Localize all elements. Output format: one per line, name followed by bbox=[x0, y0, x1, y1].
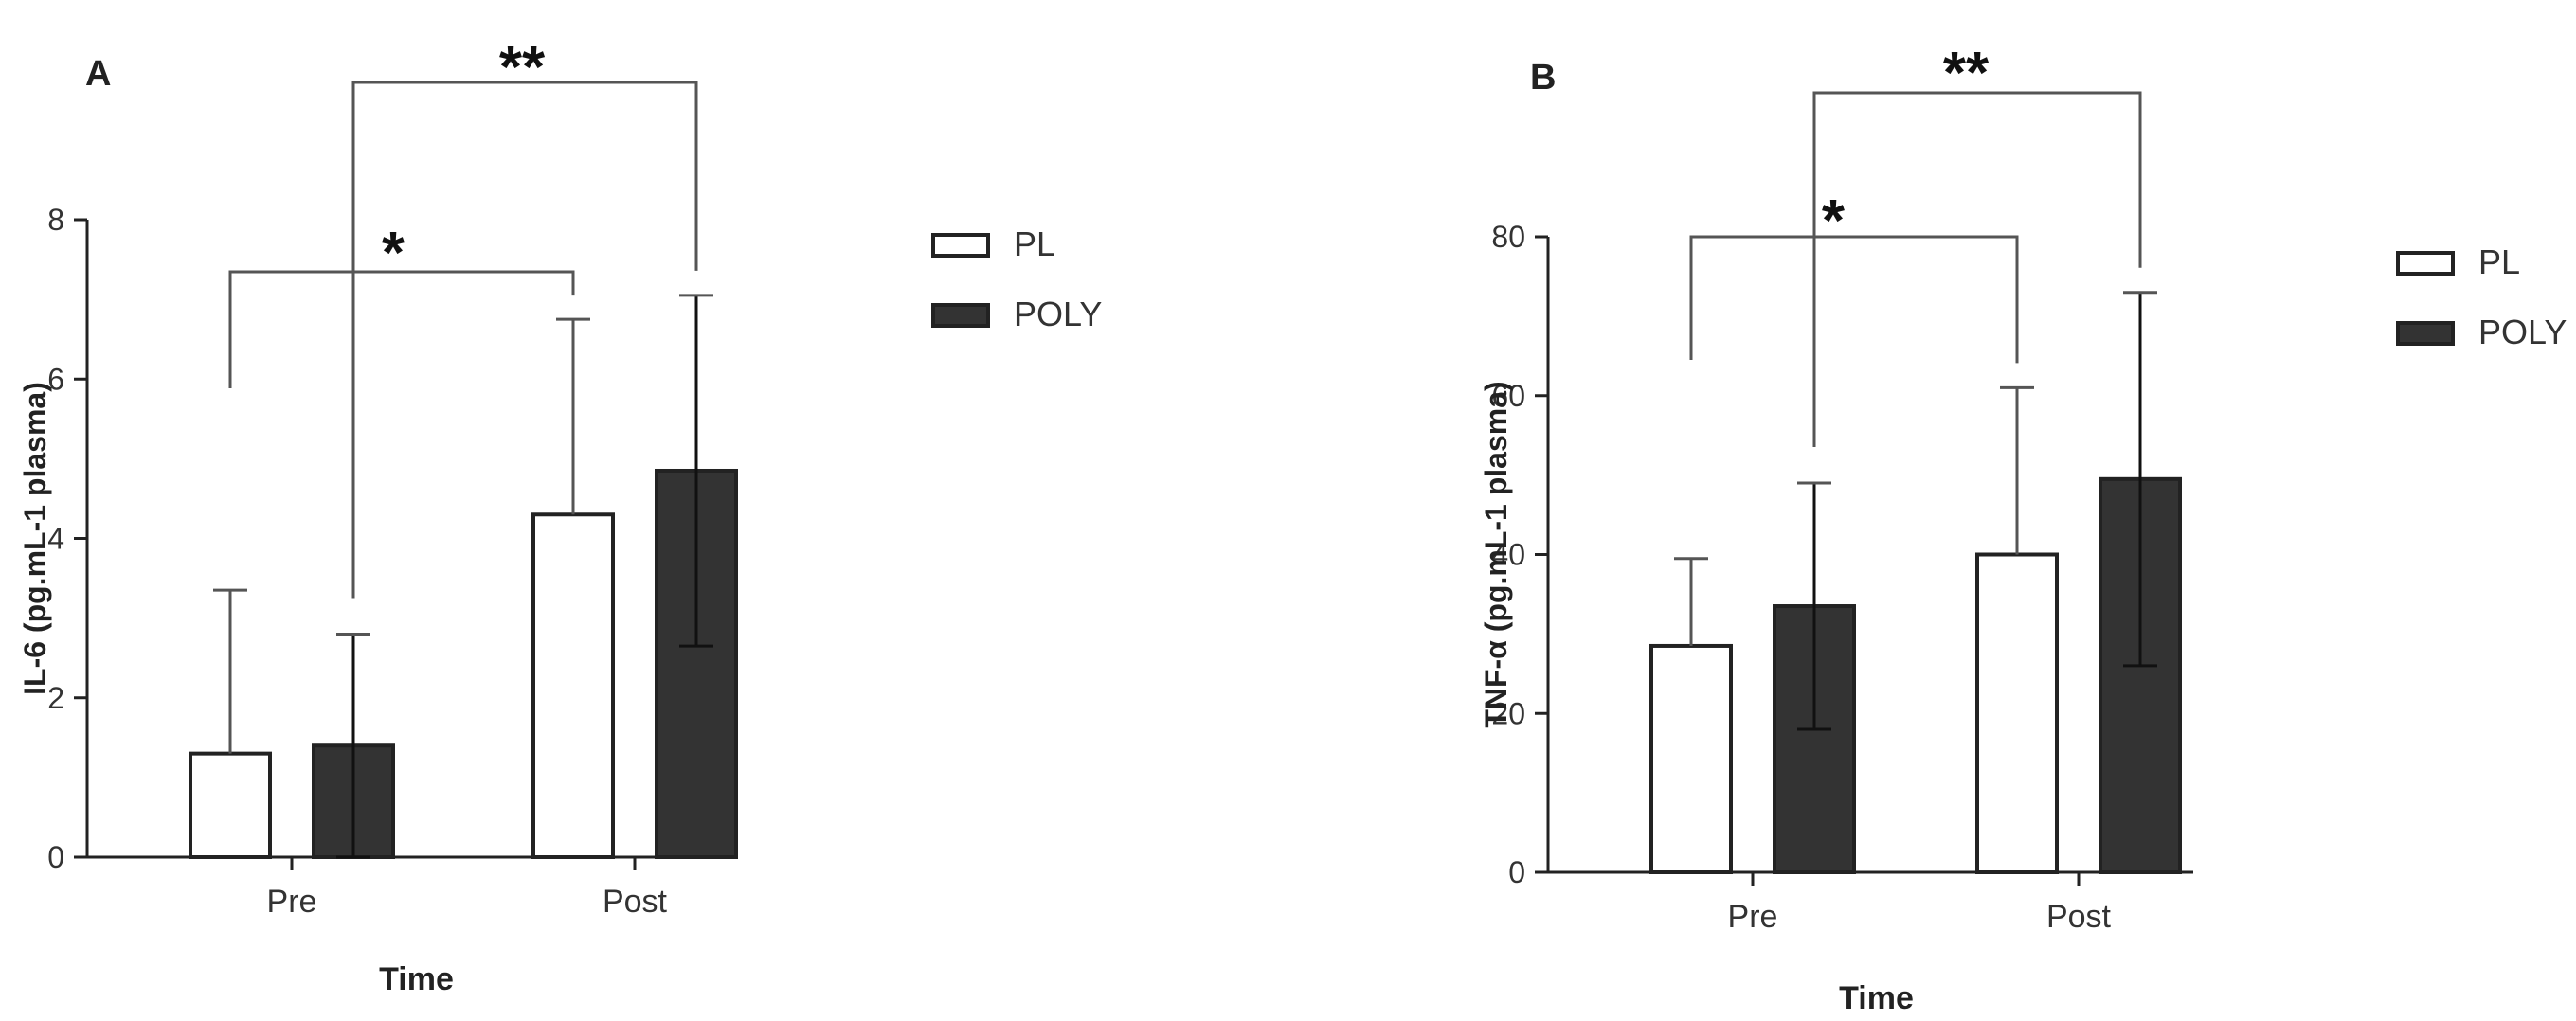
legend-swatch-poly bbox=[931, 303, 990, 328]
legend-label-pl: PL bbox=[1014, 224, 1055, 263]
significance-label: * bbox=[1822, 188, 1846, 254]
y-tick-label: 0 bbox=[1508, 855, 1525, 889]
panel-letter: A bbox=[85, 54, 111, 94]
x-axis-label: Time bbox=[379, 961, 454, 997]
significance-bracket-small bbox=[1689, 235, 2019, 364]
y-tick-label: 80 bbox=[1491, 220, 1525, 254]
y-tick-label: 6 bbox=[47, 362, 64, 396]
legend-label-poly: POLY bbox=[2478, 313, 2567, 351]
bar-pl-pre bbox=[1649, 643, 1733, 874]
legend: PL POLY bbox=[931, 224, 1102, 333]
significance-bracket-large bbox=[1812, 91, 2142, 448]
chart-panel-b: B 0 20 40 60 80 TNF-α (pg.mL-1 plasma) Time Pre P… bbox=[1479, 41, 2567, 1016]
x-tick-label: Pre bbox=[1728, 899, 1778, 935]
significance-bracket-large bbox=[351, 81, 698, 599]
significance-label: * bbox=[382, 221, 405, 286]
legend-swatch-pl bbox=[2396, 251, 2455, 276]
significance-label: ** bbox=[499, 35, 546, 100]
x-tick-label: Post bbox=[603, 884, 668, 920]
significance-bracket-small bbox=[228, 270, 575, 388]
bar-pl-post bbox=[531, 512, 615, 859]
bar-pl-post bbox=[1975, 552, 2059, 874]
y-axis-label: TNF-α (pg.mL-1 plasma) bbox=[1479, 381, 1513, 727]
y-tick-label: 2 bbox=[47, 681, 64, 715]
legend-label-pl: PL bbox=[2478, 242, 2520, 281]
legend-label-poly: POLY bbox=[1014, 295, 1102, 333]
legend-swatch-poly bbox=[2396, 321, 2455, 346]
y-tick-label: 8 bbox=[47, 203, 64, 237]
y-tick-label: 0 bbox=[47, 840, 64, 874]
y-axis-label: IL-6 (pg.mL-1 plasma) bbox=[18, 382, 52, 695]
bar-pl-pre bbox=[189, 751, 272, 860]
legend-swatch-pl bbox=[931, 233, 990, 258]
panel-letter: B bbox=[1530, 58, 1556, 98]
x-axis-label: Time bbox=[1839, 980, 1914, 1016]
y-tick-label: 4 bbox=[47, 522, 64, 556]
legend: PL POLY bbox=[2396, 242, 2567, 351]
y-tick-label: 40 bbox=[1491, 538, 1525, 572]
significance-label: ** bbox=[1943, 41, 1990, 106]
y-tick-label: 20 bbox=[1491, 696, 1525, 730]
x-tick-label: Pre bbox=[267, 884, 317, 920]
x-tick-label: Post bbox=[2046, 899, 2112, 935]
y-tick-label: 60 bbox=[1491, 379, 1525, 413]
